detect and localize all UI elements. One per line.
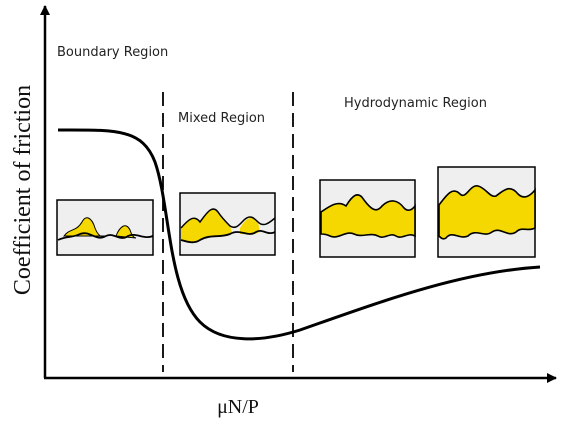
region-label: Boundary Region: [57, 45, 168, 60]
region-label: Hydrodynamic Region: [344, 96, 487, 111]
stribeck-diagram: Boundary Region Mixed Region Hydrodynami…: [0, 0, 563, 421]
inset-boundary: [57, 200, 153, 255]
inset-hydrodynamic: [320, 180, 415, 257]
inset-mixed: [180, 193, 275, 255]
y-axis-label: Coefficient of friction: [10, 85, 36, 295]
x-axis-label: μN/P: [217, 396, 259, 418]
region-label: Mixed Region: [178, 111, 265, 126]
inset-hydrodynamic: [438, 167, 535, 257]
